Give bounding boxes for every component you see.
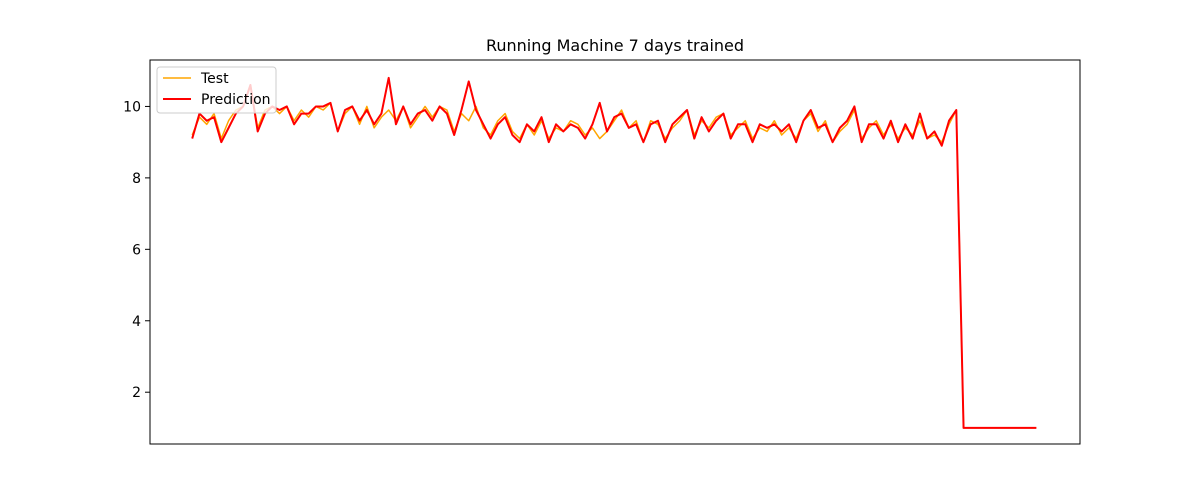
y-tick-label-6: 6 [132, 242, 141, 258]
y-tick-label-10: 10 [123, 99, 141, 115]
series-line-prediction [191, 76, 1037, 429]
legend: Test Prediction [156, 66, 277, 114]
legend-label-prediction: Prediction [201, 92, 271, 108]
series-layer [191, 76, 1037, 429]
y-axis: 2 4 6 8 10 [123, 99, 150, 401]
plot-area-frame [149, 59, 1081, 445]
y-tick-label-2: 2 [132, 385, 141, 401]
y-tick-label-8: 8 [132, 171, 141, 187]
chart-title: Running Machine 7 days trained [486, 36, 744, 55]
y-tick-label-4: 4 [132, 314, 141, 330]
series-line-test [191, 84, 1037, 429]
legend-label-test: Test [200, 71, 229, 87]
